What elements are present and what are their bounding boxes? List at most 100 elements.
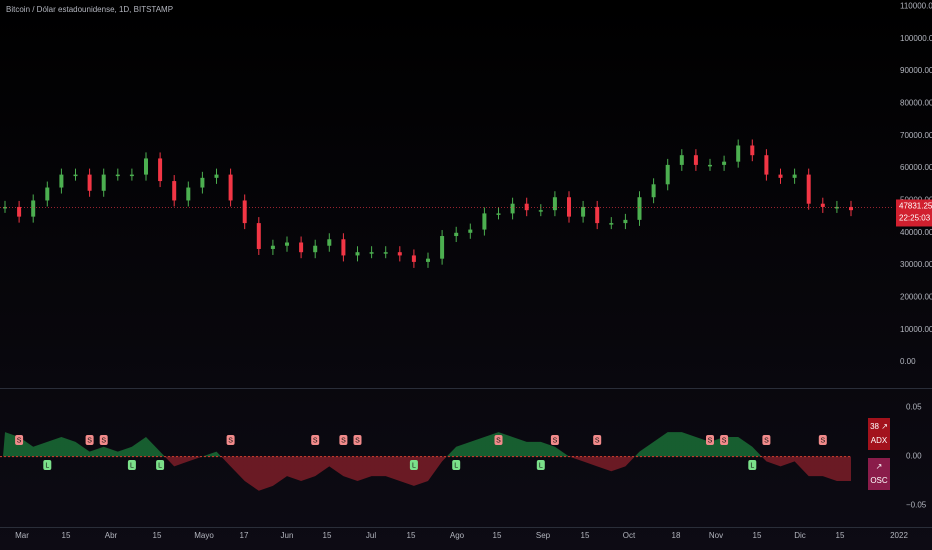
candle [778,174,783,178]
signal-label: S [228,437,233,444]
indicator-badge [868,418,890,450]
candle [524,203,529,211]
candle [101,174,106,191]
signal-badge [409,460,418,470]
candle [693,155,698,165]
candle [750,145,755,156]
x-tick-label: Jul [366,531,376,540]
y-tick-label: −0.05 [906,501,927,510]
candle [440,236,445,259]
signal-badge [311,435,320,445]
x-tick-label: Mar [15,531,29,540]
candle [482,213,487,230]
indicator-value: 38 ↗ [870,422,888,431]
signal-label: L [158,462,162,469]
candle [834,206,839,209]
candle [708,164,712,167]
candle [341,239,346,256]
price-tag [896,199,932,227]
candle [651,184,656,198]
candle [242,200,247,224]
signal-badge [494,435,503,445]
chart-title: Bitcoin / Dólar estadounidense, 1D, BITS… [6,5,173,14]
signal-label: L [45,462,49,469]
candle [214,174,219,178]
x-tick-label: Jun [281,531,294,540]
y-tick-label: 110000.00 [900,2,932,11]
candle [595,206,600,224]
candle [581,206,586,217]
candle [369,252,374,254]
y-tick-label: 0.00 [900,357,916,366]
y-tick-label: 40000.00 [900,228,932,237]
candle [722,161,727,165]
x-tick-label: 2022 [890,531,908,540]
candle [849,206,853,211]
signal-label: S [722,437,727,444]
candle [426,258,430,262]
signal-label: S [764,437,769,444]
signal-badge [550,435,559,445]
candle [144,158,148,175]
candle [552,197,557,211]
x-tick-label: Oct [623,531,636,540]
candle [806,174,811,204]
signal-label: S [553,437,558,444]
signal-label: S [820,437,825,444]
signal-badge [15,435,24,445]
x-tick-label: 17 [240,531,249,540]
x-tick-label: Mayo [194,531,214,540]
signal-badge [339,435,348,445]
candle [623,219,628,224]
candle [736,145,741,162]
candle [3,206,7,209]
signal-label: L [454,462,458,469]
y-tick-label: 70000.00 [900,131,932,140]
candle [285,242,289,246]
signal-label: S [708,437,713,444]
signal-label: S [496,437,501,444]
x-tick-label: Ago [450,531,465,540]
signal-label: S [17,437,22,444]
signal-label: S [313,437,318,444]
signal-label: L [412,462,416,469]
x-tick-label: Nov [709,531,723,540]
candle [200,177,205,188]
signal-label: S [355,437,360,444]
price-tag-countdown: 22:25:03 [899,214,931,223]
y-tick-label: 30000.00 [900,260,932,269]
indicator-name: ADX [871,436,888,445]
signal-label: S [595,437,600,444]
signal-badge [85,435,94,445]
x-tick-label: 15 [153,531,162,540]
signal-label: L [130,462,134,469]
signal-badge [226,435,235,445]
signal-label: S [101,437,106,444]
candle [411,255,416,262]
candle [637,197,642,220]
indicator-badge [868,458,890,490]
signal-badge [762,435,771,445]
y-tick-label: 90000.00 [900,66,932,75]
signal-label: S [87,437,92,444]
x-tick-label: 18 [672,531,681,540]
candle [397,252,402,256]
signal-badge [818,435,827,445]
y-tick-label: 20000.00 [900,293,932,302]
y-tick-label: 80000.00 [900,99,932,108]
y-tick-label: 60000.00 [900,163,932,172]
candle [764,155,769,175]
signal-badge [748,460,757,470]
x-tick-label: 15 [323,531,332,540]
candle [454,232,459,237]
candle [31,200,36,217]
candle [270,245,275,249]
candle [538,210,543,212]
price-tag-value: 47831.25 [899,202,932,211]
candle [59,174,64,188]
signal-badge [536,460,545,470]
signal-badge [452,460,461,470]
indicator-value: ↗ [876,462,883,471]
x-tick-label: 15 [407,531,416,540]
